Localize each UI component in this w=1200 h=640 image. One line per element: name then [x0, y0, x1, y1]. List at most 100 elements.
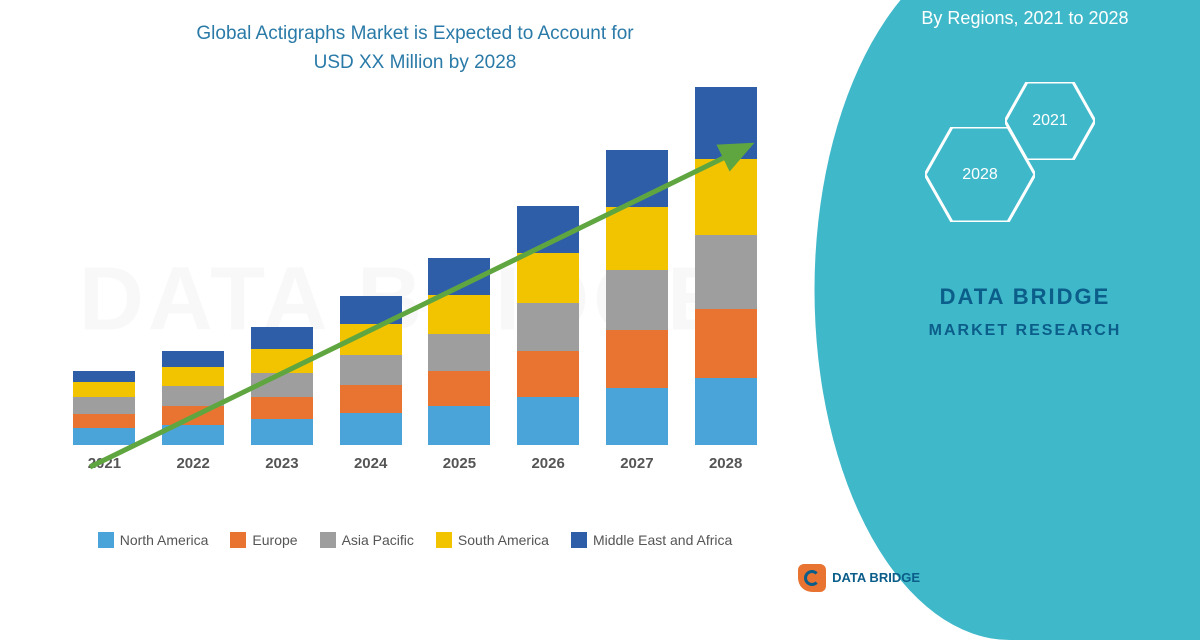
- segment: [73, 414, 135, 429]
- chart-title-line1: Global Actigraphs Market is Expected to …: [196, 23, 633, 44]
- right-panel: By Regions, 2021 to 2028 2028 2021 DATA …: [810, 0, 1200, 600]
- bar-label: 2024: [354, 455, 387, 472]
- bar-label: 2026: [531, 455, 564, 472]
- legend-label: North America: [120, 532, 209, 548]
- hexagon-group: 2028 2021: [925, 82, 1125, 242]
- bar-stack-2027: [606, 150, 668, 445]
- segment: [606, 388, 668, 445]
- segment: [517, 303, 579, 351]
- legend-swatch: [320, 532, 336, 548]
- segment: [340, 296, 402, 324]
- segment: [251, 397, 313, 419]
- legend-item: Europe: [230, 532, 297, 548]
- bar-group-2024: 2024: [330, 296, 412, 472]
- segment: [428, 334, 490, 371]
- brand-line1: DATA BRIDGE: [940, 284, 1111, 309]
- hexagon-2021: 2021: [1005, 82, 1095, 160]
- legend-label: Europe: [252, 532, 297, 548]
- segment: [340, 355, 402, 385]
- bar-stack-2022: [162, 351, 224, 445]
- segment: [517, 206, 579, 252]
- legend-swatch: [230, 532, 246, 548]
- segment: [695, 87, 757, 159]
- hexagon-2028-label: 2028: [962, 166, 998, 184]
- legend-swatch: [98, 532, 114, 548]
- chart-title: Global Actigraphs Market is Expected to …: [50, 20, 780, 77]
- footer-logo-text: DATA BRIDGE: [832, 571, 920, 585]
- segment: [251, 373, 313, 397]
- segment: [340, 413, 402, 445]
- legend-item: Middle East and Africa: [571, 532, 732, 548]
- segment: [606, 330, 668, 387]
- segment: [162, 386, 224, 406]
- segment: [606, 150, 668, 207]
- bar-group-2025: 2025: [418, 258, 500, 472]
- segment: [695, 159, 757, 235]
- legend-label: South America: [458, 532, 549, 548]
- bar-group-2026: 2026: [507, 206, 589, 472]
- chart-area: 2021 2022 2023 2024 2025 2026 2027 2028: [50, 102, 780, 502]
- legend-swatch: [436, 532, 452, 548]
- bar-group-2027: 2027: [596, 150, 678, 472]
- brand-line2: MARKET RESEARCH: [929, 322, 1122, 339]
- segment: [428, 258, 490, 295]
- segment: [73, 382, 135, 397]
- footer-logo-icon: [798, 564, 826, 592]
- right-title: By Regions, 2021 to 2028: [880, 5, 1170, 32]
- bar-stack-2026: [517, 206, 579, 445]
- bar-label: 2023: [265, 455, 298, 472]
- bar-group-2023: 2023: [241, 327, 323, 472]
- segment: [162, 406, 224, 425]
- brand-text: DATA BRIDGE MARKET RESEARCH: [880, 282, 1170, 344]
- segment: [517, 253, 579, 303]
- legend: North America Europe Asia Pacific South Ame…: [50, 532, 780, 548]
- bar-label: 2025: [443, 455, 476, 472]
- segment: [73, 428, 135, 445]
- segment: [162, 425, 224, 445]
- segment: [340, 385, 402, 413]
- right-content: By Regions, 2021 to 2028 2028 2021 DATA …: [810, 0, 1200, 344]
- segment: [428, 371, 490, 406]
- bar-label: 2021: [88, 455, 121, 472]
- segment: [162, 367, 224, 386]
- segment: [606, 207, 668, 270]
- bar-stack-2023: [251, 327, 313, 445]
- hexagon-2021-label: 2021: [1032, 112, 1068, 130]
- chart-title-line2: USD XX Million by 2028: [314, 52, 517, 73]
- bar-stack-2024: [340, 296, 402, 445]
- segment: [251, 419, 313, 445]
- bar-label: 2028: [709, 455, 742, 472]
- bar-label: 2022: [176, 455, 209, 472]
- footer-logo: DATA BRIDGE: [798, 564, 920, 592]
- segment: [251, 327, 313, 349]
- segment: [340, 324, 402, 355]
- segment: [695, 309, 757, 378]
- segment: [606, 270, 668, 330]
- bars-container: 2021 2022 2023 2024 2025 2026 2027 2028: [50, 102, 780, 472]
- legend-label: Middle East and Africa: [593, 532, 732, 548]
- bar-label: 2027: [620, 455, 653, 472]
- legend-item: Asia Pacific: [320, 532, 414, 548]
- bar-stack-2021: [73, 371, 135, 445]
- bar-group-2021: 2021: [63, 371, 145, 472]
- bar-group-2028: 2028: [685, 87, 767, 472]
- legend-swatch: [571, 532, 587, 548]
- bar-stack-2028: [695, 87, 757, 445]
- legend-item: South America: [436, 532, 549, 548]
- legend-item: North America: [98, 532, 209, 548]
- segment: [162, 351, 224, 368]
- segment: [428, 295, 490, 334]
- segment: [517, 351, 579, 397]
- root-container: DATA BRIDGE Global Actigraphs Market is …: [0, 0, 1200, 600]
- segment: [517, 397, 579, 445]
- legend-label: Asia Pacific: [342, 532, 414, 548]
- segment: [73, 371, 135, 382]
- bar-group-2022: 2022: [152, 351, 234, 472]
- bar-stack-2025: [428, 258, 490, 445]
- segment: [428, 406, 490, 445]
- segment: [695, 378, 757, 445]
- segment: [73, 397, 135, 414]
- left-panel: DATA BRIDGE Global Actigraphs Market is …: [0, 0, 810, 600]
- segment: [251, 349, 313, 373]
- segment: [695, 235, 757, 309]
